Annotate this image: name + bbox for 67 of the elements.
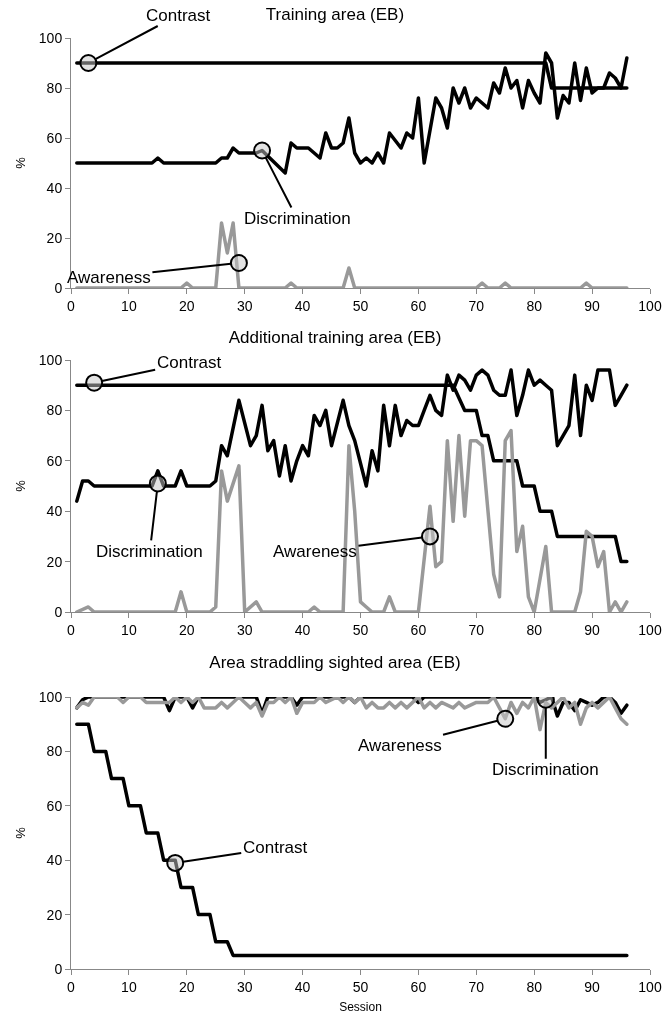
- x-tick-label: 60: [410, 978, 427, 995]
- annotation: Contrast: [157, 353, 222, 372]
- annotation: Discrimination: [244, 209, 351, 228]
- y-tick-label: 40: [46, 179, 63, 196]
- annotation: Awareness: [273, 542, 357, 561]
- y-tick-label: 100: [38, 29, 63, 46]
- x-tick-label: 50: [352, 297, 369, 314]
- y-tick-label: 20: [46, 229, 63, 246]
- y-tick-label: 80: [46, 743, 63, 760]
- x-tick-label: 70: [468, 621, 485, 638]
- y-tick-label: 0: [54, 960, 63, 977]
- x-tick-label: 20: [179, 297, 195, 314]
- chart-title: Additional training area (EB): [228, 327, 442, 347]
- annotation: Contrast: [146, 6, 211, 25]
- x-tick-label: 50: [352, 621, 369, 638]
- y-tick-label: 80: [46, 79, 63, 96]
- chart-title: Training area (EB): [265, 4, 405, 24]
- annotation: Contrast: [243, 838, 308, 857]
- y-axis-title: %: [12, 826, 28, 839]
- x-tick-label: 80: [526, 297, 543, 314]
- x-tick-label: 10: [121, 621, 137, 638]
- x-tick-label: 70: [468, 978, 485, 995]
- y-tick-label: 20: [46, 553, 63, 570]
- x-tick-label: 10: [121, 297, 137, 314]
- x-tick-label: 100: [638, 621, 662, 638]
- y-tick-label: 100: [38, 351, 63, 368]
- x-tick-label: 0: [67, 297, 76, 314]
- x-tick-label: 20: [179, 621, 195, 638]
- x-tick-label: 80: [526, 978, 543, 995]
- x-tick-label: 0: [67, 621, 76, 638]
- annotation: Awareness: [358, 736, 442, 755]
- x-tick-label: 90: [584, 297, 601, 314]
- y-tick-label: 60: [46, 452, 63, 469]
- x-tick-label: 0: [67, 978, 76, 995]
- x-tick-label: 100: [638, 297, 662, 314]
- x-tick-label: 100: [638, 978, 662, 995]
- x-tick-label: 40: [294, 297, 311, 314]
- y-tick-label: 0: [54, 279, 63, 296]
- x-tick-label: 40: [294, 978, 311, 995]
- x-axis-title: Session: [339, 999, 382, 1014]
- y-tick-label: 80: [46, 402, 63, 419]
- y-tick-label: 100: [38, 688, 63, 705]
- x-tick-label: 70: [468, 297, 485, 314]
- x-tick-label: 20: [179, 978, 195, 995]
- x-tick-label: 30: [236, 297, 253, 314]
- x-tick-label: 90: [584, 621, 601, 638]
- y-tick-label: 60: [46, 129, 63, 146]
- x-tick-label: 10: [121, 978, 137, 995]
- x-tick-label: 50: [352, 978, 369, 995]
- annotation: Discrimination: [96, 542, 203, 561]
- y-tick-label: 0: [54, 603, 63, 620]
- x-tick-label: 90: [584, 978, 601, 995]
- y-tick-label: 60: [46, 797, 63, 814]
- annotation: Discrimination: [492, 760, 599, 779]
- x-tick-label: 30: [236, 978, 253, 995]
- annotation: Awareness: [67, 268, 151, 287]
- y-axis-title: %: [12, 479, 28, 492]
- x-tick-label: 40: [294, 621, 311, 638]
- x-tick-label: 60: [410, 621, 427, 638]
- x-tick-label: 80: [526, 621, 543, 638]
- y-axis-title: %: [12, 156, 28, 169]
- x-tick-label: 60: [410, 297, 427, 314]
- y-tick-label: 20: [46, 906, 63, 923]
- chart-title: Area straddling sighted area (EB): [209, 652, 461, 672]
- x-tick-label: 30: [236, 621, 253, 638]
- y-tick-label: 40: [46, 503, 63, 520]
- y-tick-label: 40: [46, 852, 63, 869]
